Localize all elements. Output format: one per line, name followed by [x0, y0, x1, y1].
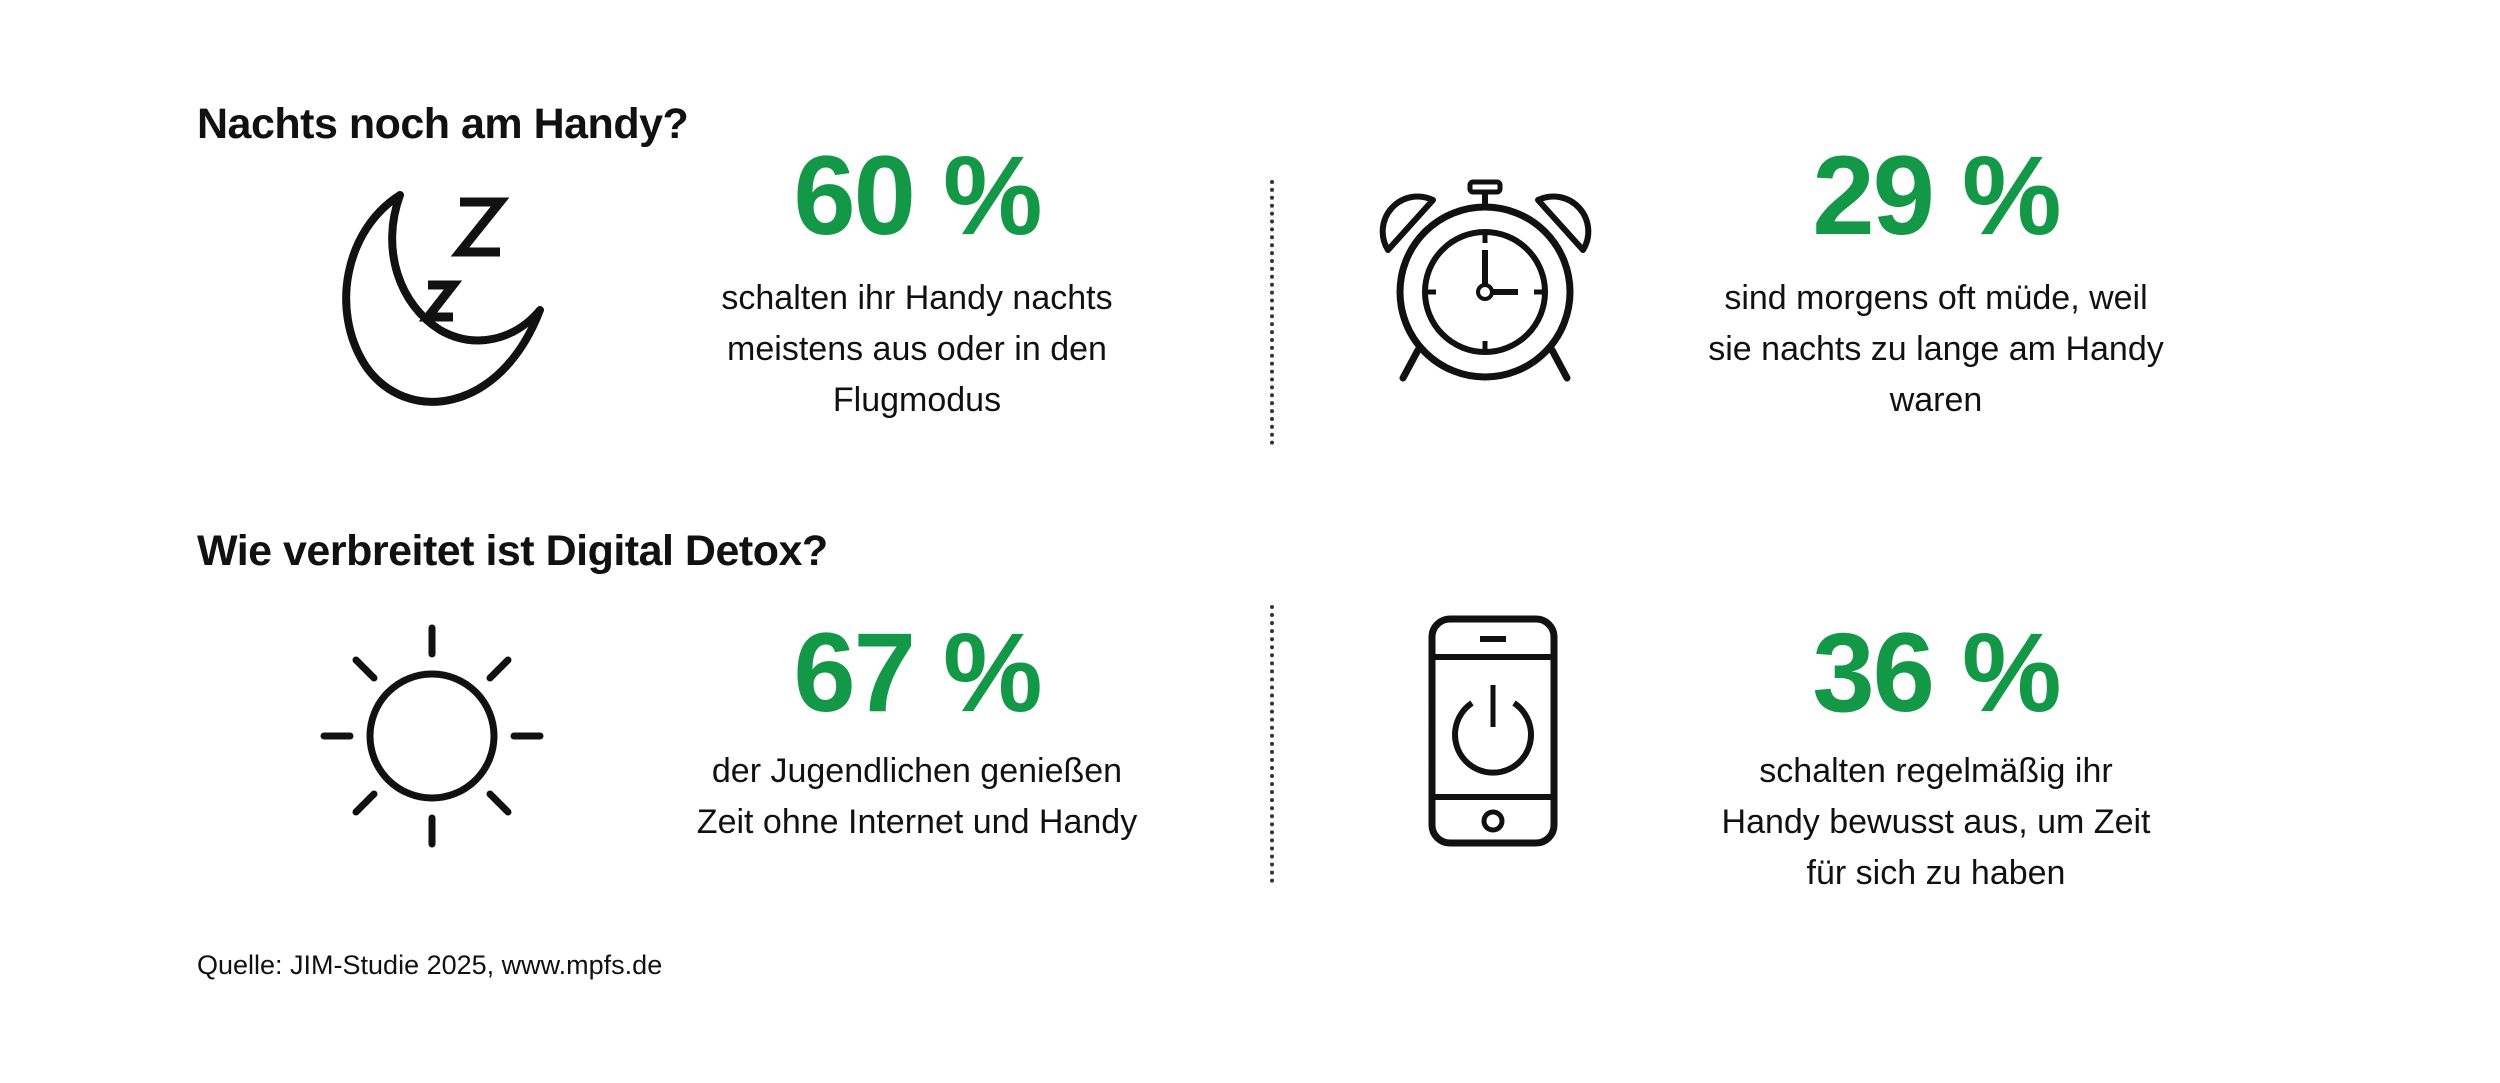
desc-line: meistens aus oder in den: [727, 330, 1107, 368]
stat-value: 60 %: [793, 133, 1042, 258]
sun-icon: [320, 624, 544, 848]
dotted-divider: [1270, 180, 1274, 445]
stat-value: 29 %: [1812, 133, 2061, 258]
desc-line: Handy bewusst aus, um Zeit: [1721, 803, 2151, 841]
section-title-detox: Wie verbreitet ist Digital Detox?: [197, 527, 828, 575]
stat-description: schalten regelmäßig ihr Handy bewusst au…: [1616, 746, 2256, 899]
alarm-clock-icon: [1379, 179, 1592, 382]
moon-sleep-icon: [342, 191, 544, 406]
desc-line: sie nachts zu lange am Handy: [1708, 330, 2164, 368]
desc-line: Flugmodus: [832, 381, 1002, 419]
desc-line: sind morgens oft müde, weil: [1724, 279, 2148, 317]
stat-description: schalten ihr Handy nachts meistens aus o…: [597, 273, 1237, 426]
phone-power-icon: [1428, 615, 1558, 847]
desc-line: Zeit ohne Internet und Handy: [696, 803, 1138, 841]
dotted-divider: [1270, 605, 1274, 883]
desc-line: der Jugendlichen genießen: [711, 752, 1123, 790]
desc-line: für sich zu haben: [1806, 854, 2066, 892]
source-note: Quelle: JIM-Studie 2025, www.mpfs.de: [197, 950, 663, 980]
desc-line: schalten regelmäßig ihr: [1759, 752, 2113, 790]
stat-value: 67 %: [793, 610, 1042, 735]
desc-line: schalten ihr Handy nachts: [721, 279, 1113, 317]
stat-value: 36 %: [1812, 610, 2061, 735]
stat-description: der Jugendlichen genießen Zeit ohne Inte…: [597, 746, 1237, 848]
desc-line: waren: [1889, 381, 1983, 419]
section-title-night: Nachts noch am Handy?: [197, 100, 689, 148]
stat-description: sind morgens oft müde, weil sie nachts z…: [1616, 273, 2256, 426]
